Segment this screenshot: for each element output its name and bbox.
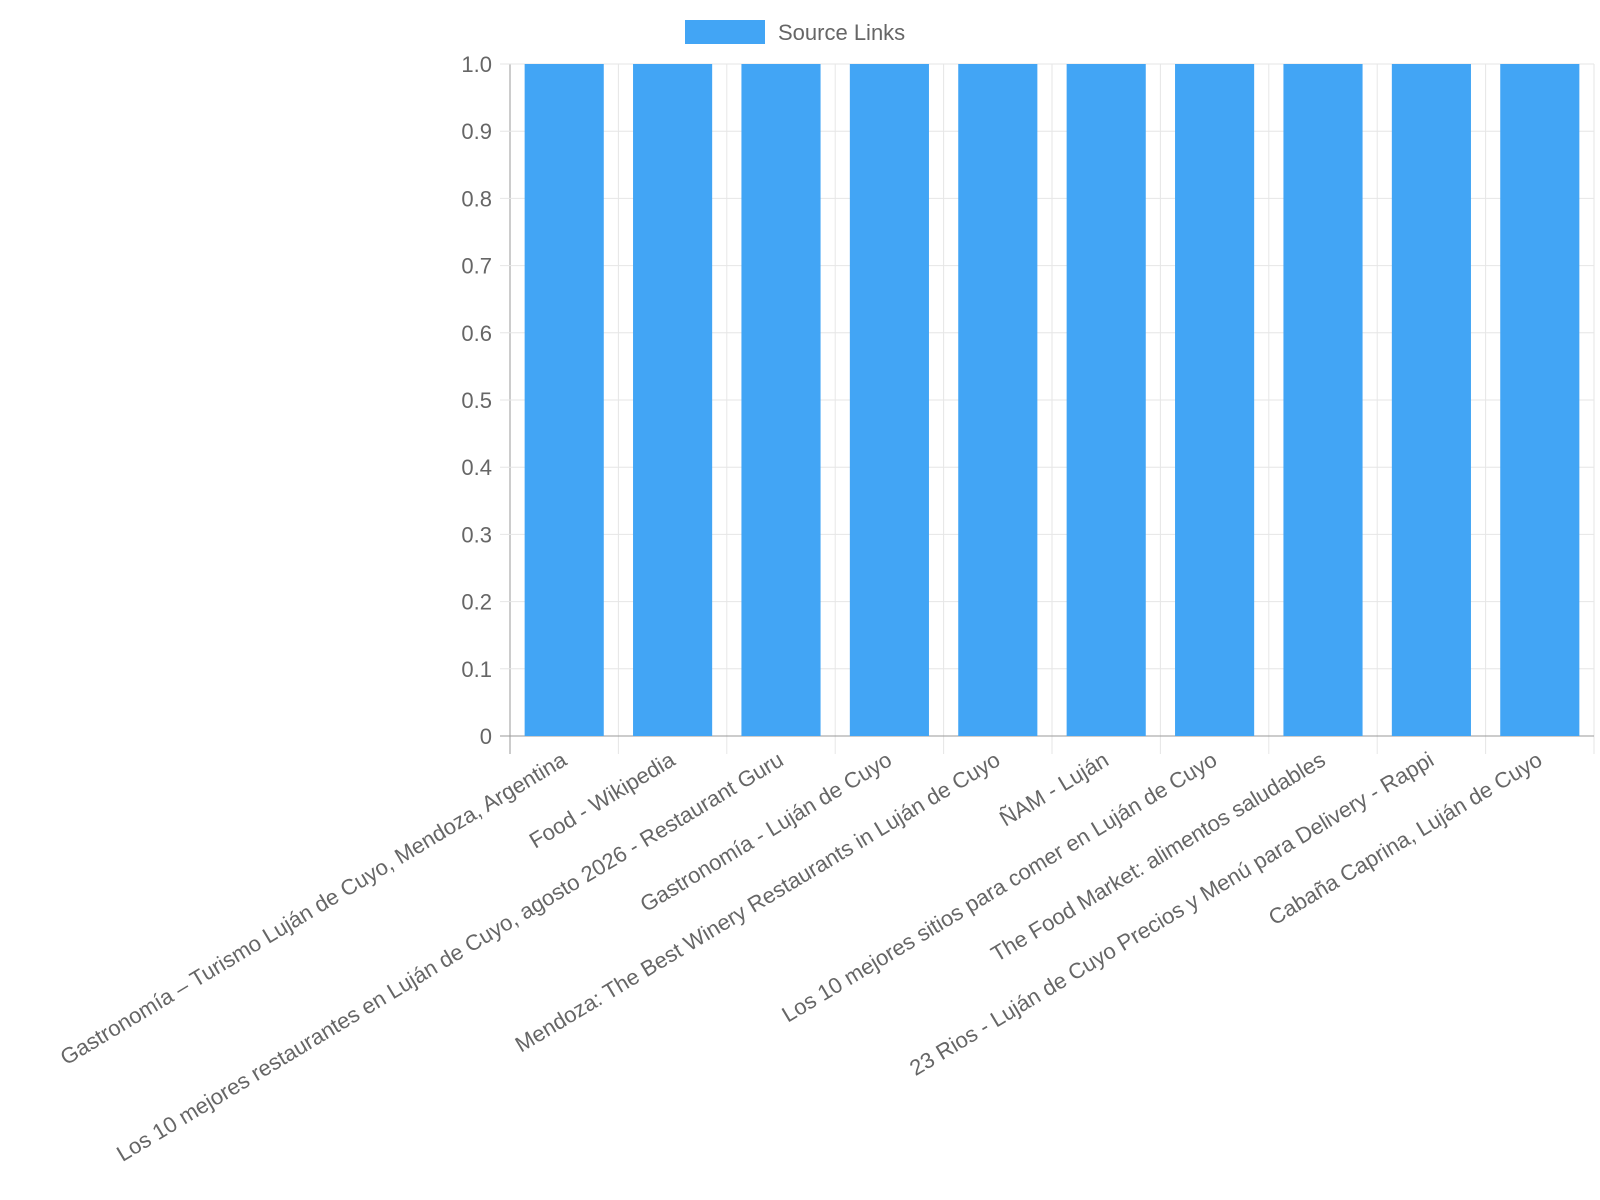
y-tick-label: 0.4 [461, 455, 492, 480]
bar [1391, 64, 1471, 736]
bar [1066, 64, 1146, 736]
bar [524, 64, 604, 736]
bar [633, 64, 713, 736]
y-tick-label: 1.0 [461, 52, 492, 77]
x-tick-label: Gastronomía – Turismo Luján de Cuyo, Men… [56, 746, 572, 1070]
y-tick-label: 0.7 [461, 254, 492, 279]
y-tick-label: 0.5 [461, 388, 492, 413]
y-tick-label: 0.8 [461, 186, 492, 211]
x-tick-label: Mendoza: The Best Winery Restaurants in … [511, 747, 1005, 1057]
y-tick-label: 0.1 [461, 657, 492, 682]
y-tick-label: 0 [480, 724, 492, 749]
bar [1500, 64, 1580, 736]
y-tick-label: 0.3 [461, 522, 492, 547]
bar [741, 64, 821, 736]
y-tick-label: 0.9 [461, 119, 492, 144]
bar [849, 64, 929, 736]
y-tick-label: 0.2 [461, 590, 492, 615]
y-tick-label: 0.6 [461, 321, 492, 346]
bar [958, 64, 1038, 736]
bar [1283, 64, 1363, 736]
bar [1175, 64, 1255, 736]
legend-swatch [685, 20, 765, 44]
legend-label: Source Links [778, 20, 905, 45]
